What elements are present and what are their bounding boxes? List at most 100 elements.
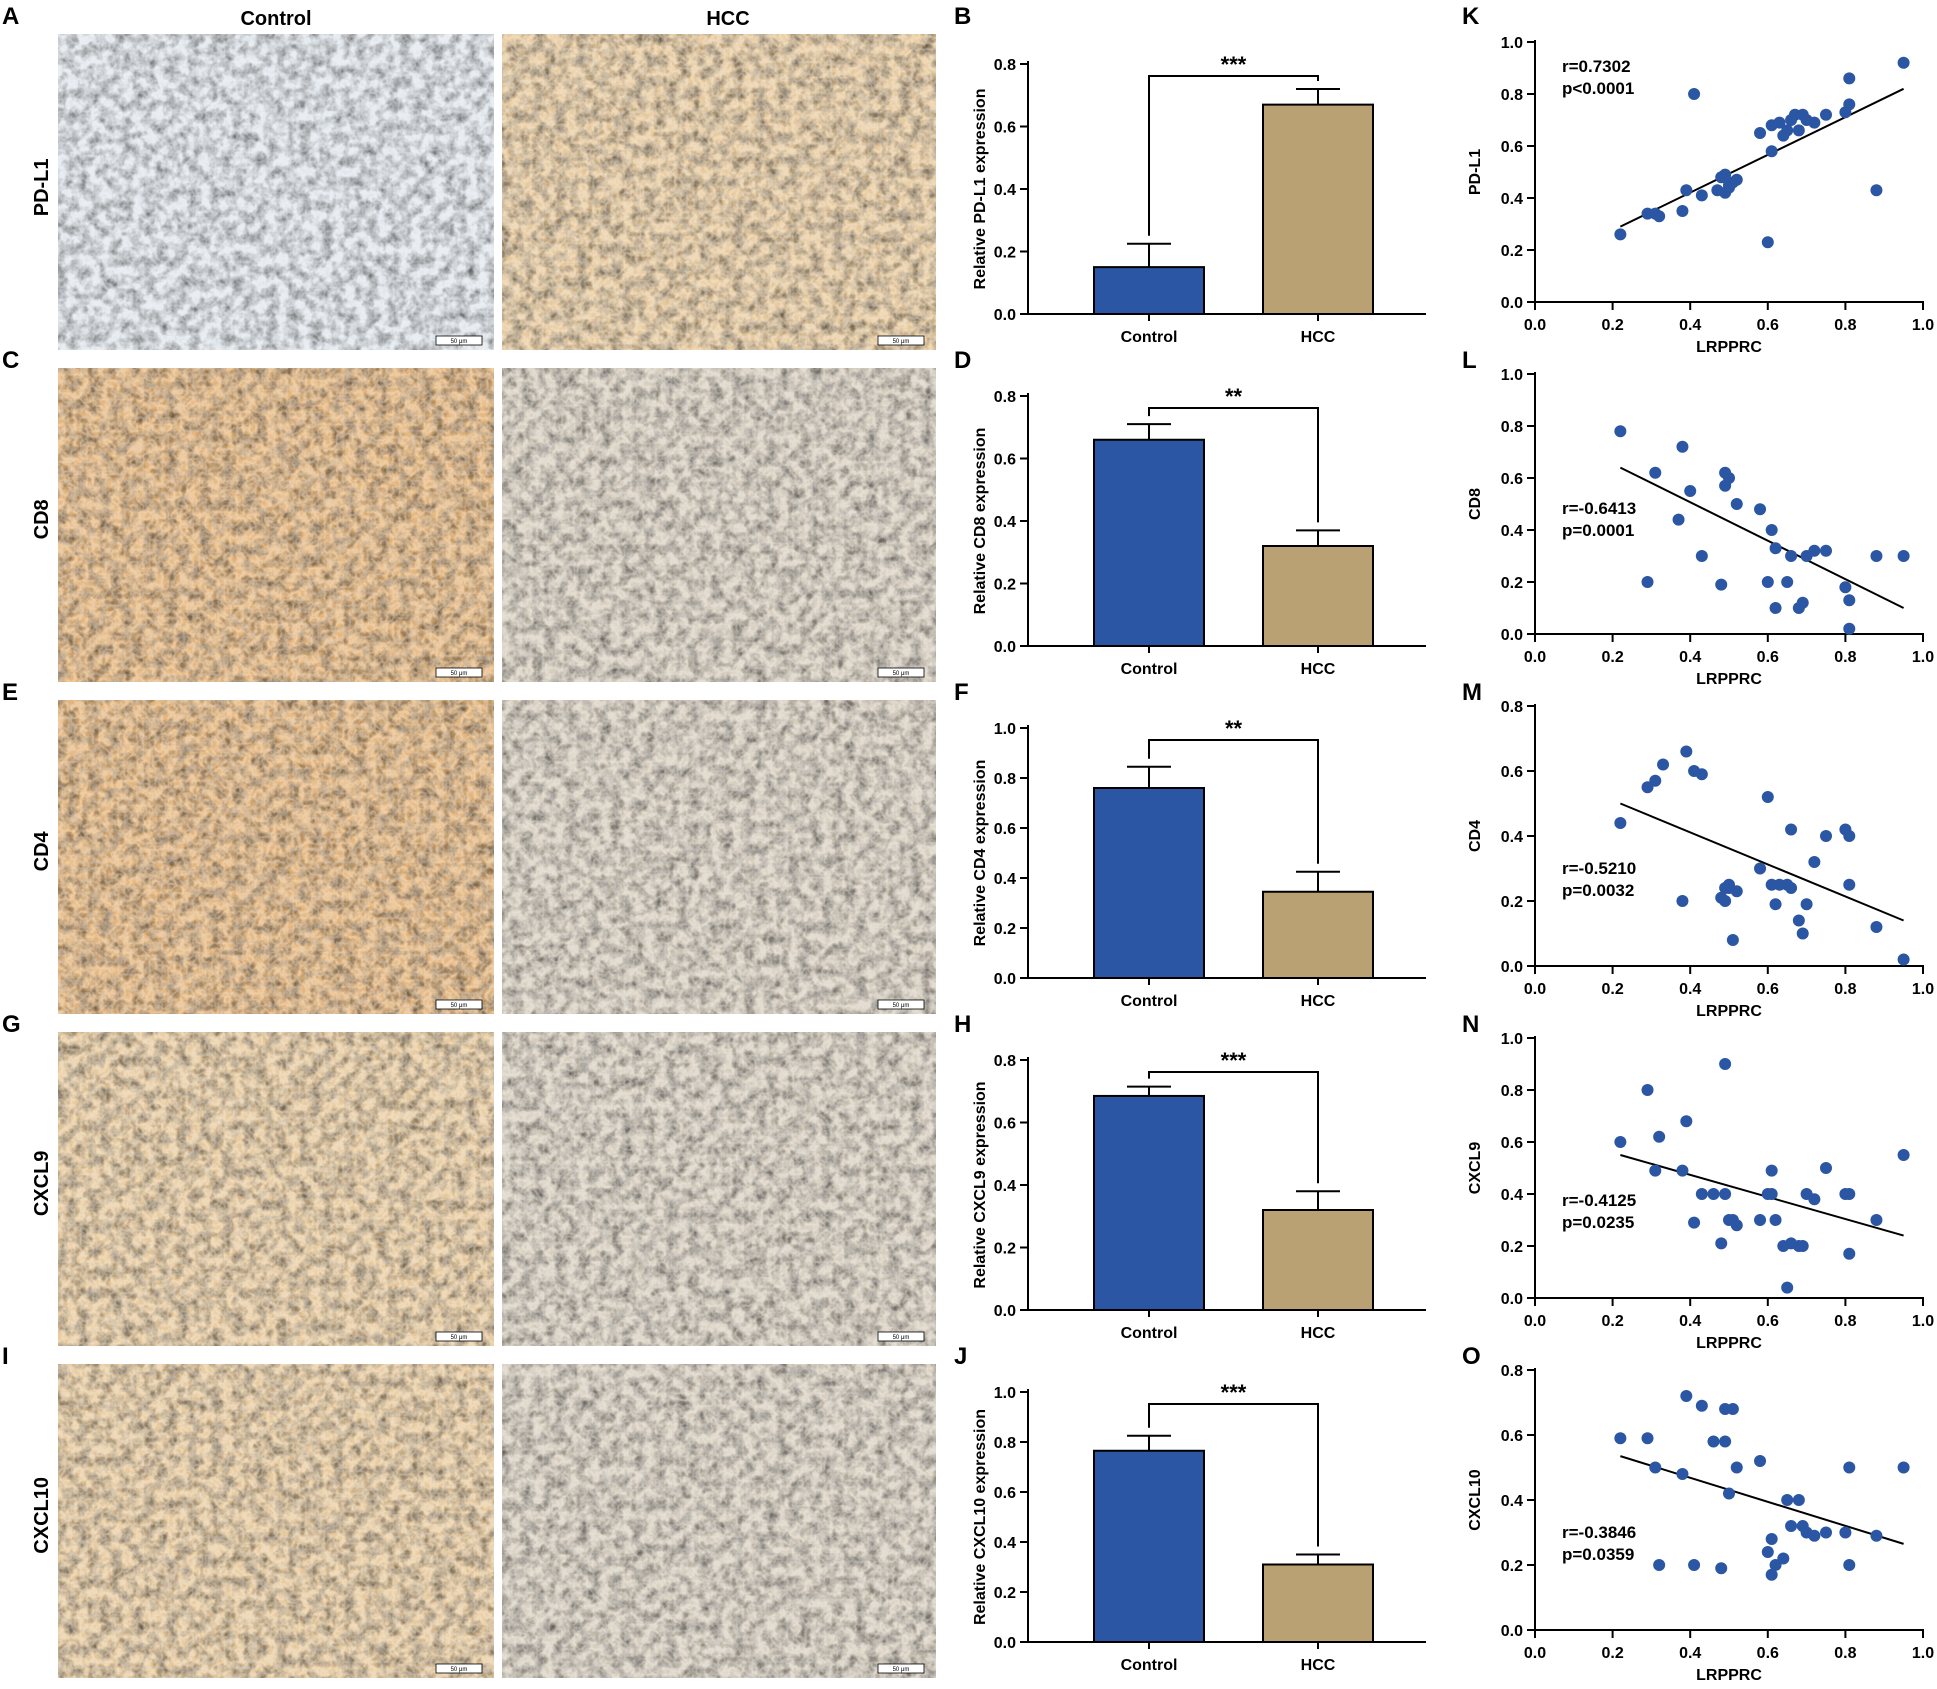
scale-bar-label: 50 μm — [451, 1003, 468, 1009]
scatter-y-tick-label: 0.8 — [1501, 1083, 1523, 1100]
regression-line — [1619, 466, 1905, 609]
scatter-point — [1657, 758, 1670, 771]
micrograph-pd-l1-control: 50 μm — [58, 34, 494, 350]
scatter-point — [1754, 503, 1767, 516]
panel-letter-J: J — [954, 1343, 967, 1370]
bar-y-tick-label: 1.0 — [994, 1385, 1016, 1402]
scatter-y-label: PD-L1 — [1467, 149, 1484, 195]
scatter-point — [1839, 1526, 1852, 1539]
bar-y-tick-label: 0.0 — [994, 307, 1016, 324]
scatter-point — [1843, 594, 1856, 607]
scatter-point — [1808, 856, 1821, 868]
panel-letter-K: K — [1462, 3, 1480, 30]
bar-y-label: Relative CXCL10 expression — [972, 1409, 989, 1625]
scatter-y-tick-label: 0.0 — [1501, 1291, 1523, 1308]
scatter-point — [1761, 236, 1774, 249]
scatter-y-tick-label: 0.8 — [1501, 1363, 1523, 1380]
scatter-point — [1754, 1455, 1767, 1467]
scatter-point — [1676, 1468, 1689, 1480]
scatter-x-tick-label: 0.8 — [1834, 649, 1856, 666]
stat-p: p<0.0001 — [1562, 79, 1634, 98]
bar-y-label: Relative CD4 expression — [972, 760, 989, 947]
scatter-point — [1730, 1461, 1743, 1474]
scatter-point — [1765, 1164, 1778, 1177]
panel-letter-L: L — [1462, 347, 1477, 374]
row-label-cxcl10: CXCL10 — [31, 1477, 53, 1554]
scatter-point — [1641, 1432, 1654, 1445]
scatter-cd4: M 0.0 0.2 0.4 0.6 0.8 0.0 0.2 0.4 0.6 0.8 1.0 LRPPRC… — [1462, 679, 1934, 1020]
scatter-point — [1730, 1219, 1743, 1232]
scatter-point — [1843, 72, 1856, 85]
bar-y-tick-label: 0.8 — [994, 1053, 1016, 1070]
scatter-point — [1785, 550, 1798, 562]
scatter-x-tick-label: 0.8 — [1834, 1645, 1856, 1662]
scatter-point — [1792, 1494, 1805, 1506]
scatter-cxcl9: N 0.0 0.2 0.4 0.6 0.8 1.0 0.0 0.2 0.4 0.6 0.8 1.0 LRP… — [1462, 1011, 1934, 1352]
scatter-point — [1680, 1115, 1693, 1128]
panel-letter-G: G — [2, 1011, 21, 1038]
scatter-x-tick-label: 0.6 — [1757, 1645, 1779, 1662]
scatter-point — [1843, 98, 1856, 111]
bar-y-tick-label: 0.4 — [994, 1535, 1016, 1552]
scatter-x-label: LRPPRC — [1696, 339, 1762, 356]
scatter-point — [1765, 1188, 1778, 1200]
scatter-x-tick-label: 0.0 — [1524, 981, 1546, 998]
scatter-x-tick-label: 0.8 — [1834, 317, 1856, 334]
scatter-y-tick-label: 0.2 — [1501, 575, 1523, 592]
bar-y-tick-label: 0.0 — [994, 1303, 1016, 1320]
bar-y-tick-label: 0.4 — [994, 182, 1016, 199]
bar-hcc — [1262, 1209, 1374, 1311]
scatter-point — [1715, 1562, 1728, 1575]
scatter-y-tick-label: 0.8 — [1501, 699, 1523, 716]
bar-x-tick-label-hcc: HCC — [1301, 993, 1336, 1010]
scatter-y-label: CD4 — [1467, 820, 1484, 852]
scatter-point — [1754, 1214, 1767, 1226]
scatter-point — [1726, 934, 1739, 946]
scatter-point — [1843, 622, 1856, 635]
micrograph-cxcl9-hcc: 50 μm — [502, 1032, 936, 1346]
stat-p: p=0.0001 — [1562, 521, 1634, 540]
stat-r: r=-0.3846 — [1562, 1523, 1636, 1542]
micrograph-cd4-hcc: 50 μm — [502, 700, 936, 1014]
stat-r: r=-0.6413 — [1562, 499, 1636, 518]
significance-bracket — [1148, 1403, 1319, 1547]
scale-bar — [435, 667, 483, 678]
scatter-y-tick-label: 0.4 — [1501, 829, 1523, 846]
bar-y-tick-label: 0.8 — [994, 57, 1016, 74]
bar-x-tick-label-control: Control — [1121, 661, 1178, 678]
scatter-point — [1754, 862, 1767, 875]
scatter-point — [1843, 830, 1856, 842]
scatter-point — [1761, 791, 1774, 803]
panel-letter-A: A — [2, 3, 19, 30]
scatter-x-tick-label: 0.0 — [1524, 1313, 1546, 1330]
scatter-point — [1719, 1188, 1732, 1200]
scale-bar — [435, 999, 483, 1010]
scatter-point — [1785, 823, 1798, 836]
scatter-point — [1792, 914, 1805, 927]
scatter-point — [1796, 1240, 1809, 1252]
bar-chart-cd4: F 0.0 0.2 0.4 0.6 0.8 1.0 Relative CD4 expressi… — [954, 679, 1426, 1010]
scatter-point — [1820, 830, 1832, 842]
bar-y-label: Relative CD8 expression — [972, 428, 989, 615]
scatter-point — [1773, 116, 1786, 129]
scatter-cxcl10: O 0.0 0.2 0.4 0.6 0.8 0.0 0.2 0.4 0.6 0.8 1.0 LRPPRC… — [1462, 1343, 1934, 1684]
scale-bar — [435, 335, 483, 346]
regression-line — [1619, 802, 1904, 922]
scatter-y-tick-label: 0.6 — [1501, 764, 1523, 781]
scatter-point — [1820, 108, 1832, 121]
panel-letter-O: O — [1462, 1343, 1481, 1370]
scatter-point — [1653, 1559, 1666, 1571]
stat-p: p=0.0032 — [1562, 881, 1634, 900]
micro-col-title-control: Control — [240, 8, 311, 30]
scatter-y-label: CD8 — [1467, 488, 1484, 520]
scatter-point — [1723, 472, 1735, 484]
scatter-point — [1695, 1188, 1708, 1200]
scatter-point — [1680, 184, 1693, 197]
scale-bar — [877, 999, 925, 1010]
scatter-x-label: LRPPRC — [1696, 671, 1762, 688]
scatter-y-tick-label: 0.4 — [1501, 1187, 1523, 1204]
scatter-x-tick-label: 0.6 — [1757, 649, 1779, 666]
scatter-x-tick-label: 0.4 — [1679, 317, 1701, 334]
bar-y-tick-label: 0.6 — [994, 1485, 1016, 1502]
significance-bracket — [1148, 1071, 1319, 1184]
